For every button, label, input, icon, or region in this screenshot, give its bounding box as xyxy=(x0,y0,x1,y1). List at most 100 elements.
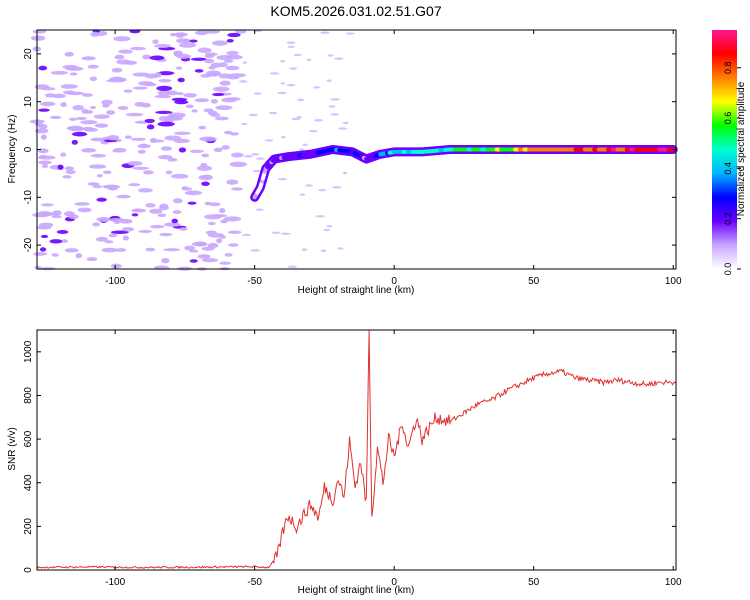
colorbar-tick-label: 0.4 xyxy=(723,162,733,175)
noise-speckle xyxy=(268,111,278,115)
noise-speckle xyxy=(94,123,109,128)
spectrogram-xlabel: Height of straight line (km) xyxy=(298,285,415,296)
noise-speckle xyxy=(327,54,334,57)
noise-speckle xyxy=(199,136,217,142)
noise-speckle xyxy=(176,92,184,96)
noise-speckle xyxy=(286,83,296,87)
noise-speckle xyxy=(92,185,103,189)
noise-speckle xyxy=(194,69,204,73)
noise-speckle xyxy=(223,216,242,222)
noise-speckle xyxy=(109,217,125,222)
noise-speckle xyxy=(309,129,318,133)
noise-speckle xyxy=(212,92,225,97)
snr-ylabel: SNR (v/v) xyxy=(7,427,18,470)
noise-speckle xyxy=(75,253,83,259)
noise-speckle xyxy=(197,254,211,259)
snr-frame xyxy=(36,329,677,571)
noise-speckle xyxy=(196,165,213,171)
noise-speckle xyxy=(56,230,69,234)
noise-speckle xyxy=(345,32,355,35)
noise-speckle xyxy=(243,155,254,158)
noise-speckle xyxy=(323,228,331,232)
noise-speckle xyxy=(191,109,198,113)
noise-speckle xyxy=(101,247,119,253)
snr-y-tick-label: 0 xyxy=(23,567,34,573)
figure-title: KOM5.2026.031.02.51.G07 xyxy=(270,3,441,19)
noise-speckle xyxy=(204,29,221,34)
noise-speckle xyxy=(221,97,238,103)
spectrogram-y-tick-label: 10 xyxy=(23,96,34,108)
noise-speckle xyxy=(115,248,127,252)
noise-speckle xyxy=(171,218,178,224)
noise-speckle xyxy=(201,181,210,187)
noise-speckle xyxy=(121,227,135,232)
noise-speckle xyxy=(113,36,131,42)
noise-speckle xyxy=(173,50,184,56)
noise-speckle xyxy=(201,258,219,263)
noise-speckle xyxy=(149,55,165,61)
noise-speckle xyxy=(320,31,330,34)
spectrogram-x-ticks: -100 -50 0 50 100 xyxy=(105,30,682,287)
noise-speckle xyxy=(207,221,216,226)
noise-speckle xyxy=(145,247,156,252)
spectrogram-signal-layer xyxy=(250,145,678,202)
spectrogram-x-tick-label: 100 xyxy=(665,276,682,287)
noise-speckle xyxy=(269,72,280,75)
colorbar-label: Normalized spectral amplitude xyxy=(736,81,747,216)
colorbar-ticks: 0.0 0.2 0.4 0.6 0.8 xyxy=(723,61,741,275)
noise-speckle xyxy=(62,175,72,179)
noise-speckle xyxy=(149,224,165,229)
noise-speckle xyxy=(118,49,133,54)
noise-speckle xyxy=(38,160,52,165)
noise-speckle xyxy=(40,234,49,239)
noise-speckle xyxy=(326,225,333,228)
noise-speckle xyxy=(255,208,264,211)
noise-speckle xyxy=(210,99,218,104)
noise-speckle xyxy=(145,203,156,208)
noise-speckle xyxy=(226,50,239,56)
noise-speckle xyxy=(224,252,233,257)
noise-speckle xyxy=(64,166,74,171)
noise-speckle xyxy=(157,155,173,160)
noise-speckle xyxy=(164,135,182,141)
noise-speckle xyxy=(171,97,188,102)
noise-speckle xyxy=(252,169,261,173)
noise-speckle xyxy=(201,153,210,158)
noise-speckle xyxy=(49,239,63,244)
spectrogram-x-tick-label: -100 xyxy=(105,276,125,287)
noise-speckle xyxy=(156,85,173,91)
noise-speckle xyxy=(337,247,344,250)
noise-speckle xyxy=(38,108,50,112)
noise-speckle xyxy=(132,208,142,212)
noise-speckle xyxy=(82,93,93,97)
noise-speckle xyxy=(110,230,129,235)
snr-y-tick-label: 600 xyxy=(23,430,34,447)
noise-speckle xyxy=(241,233,251,237)
noise-speckle xyxy=(184,245,196,251)
noise-speckle xyxy=(157,90,171,96)
noise-speckle xyxy=(159,232,173,237)
noise-speckle xyxy=(37,155,56,160)
noise-speckle xyxy=(313,86,320,89)
noise-speckle xyxy=(326,79,332,82)
noise-speckle xyxy=(137,149,146,154)
noise-speckle xyxy=(249,249,260,252)
noise-speckle xyxy=(227,230,242,234)
noise-speckle xyxy=(218,208,226,214)
colorbar-tick-label: 0.8 xyxy=(723,61,733,74)
noise-speckle xyxy=(116,194,131,199)
noise-speckle xyxy=(109,76,124,82)
noise-speckle xyxy=(204,58,215,64)
noise-speckle xyxy=(93,114,110,119)
noise-speckle xyxy=(103,170,112,175)
noise-speckle xyxy=(34,128,49,134)
noise-speckle xyxy=(173,131,191,136)
noise-speckle xyxy=(185,104,194,109)
noise-speckle xyxy=(132,72,150,77)
noise-speckle xyxy=(84,110,94,114)
noise-speckle xyxy=(332,186,342,189)
noise-speckle xyxy=(195,30,209,36)
noise-speckle xyxy=(50,70,68,75)
noise-speckle xyxy=(32,29,47,34)
